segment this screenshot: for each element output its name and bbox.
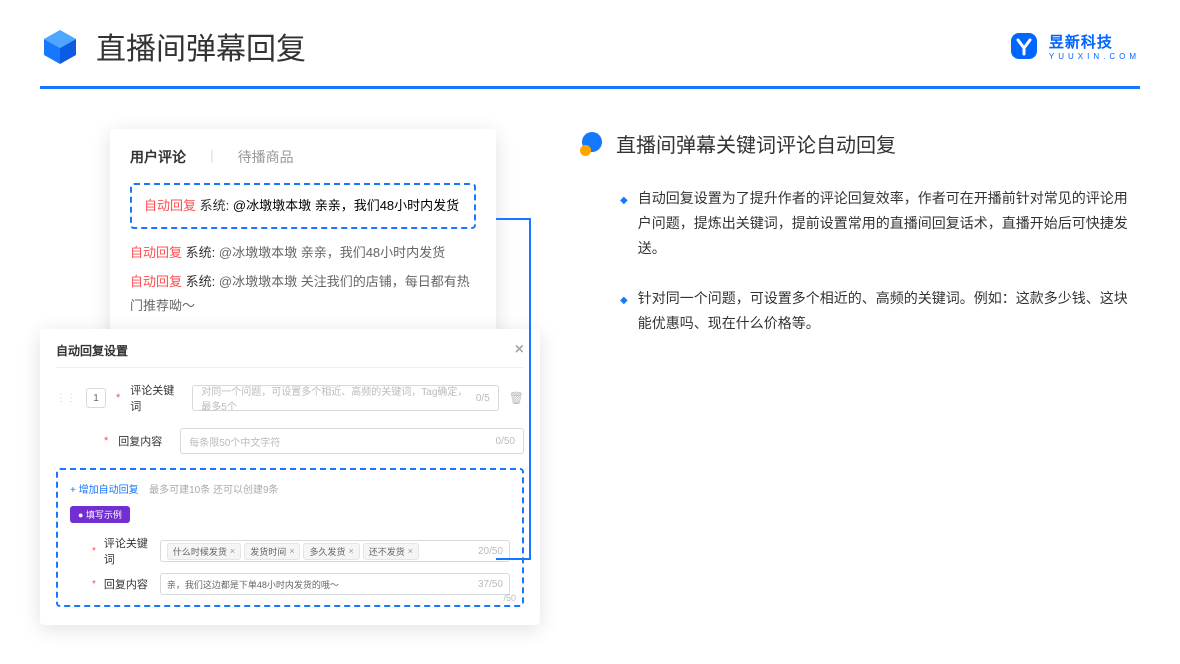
example-keyword-input[interactable]: 什么时候发货×发货时间×多久发货×还不发货× 20/50 <box>160 540 510 562</box>
tags: 什么时候发货×发货时间×多久发货×还不发货× <box>167 543 422 560</box>
tag-chip[interactable]: 多久发货× <box>303 543 359 560</box>
keyword-label: 评论关键词 <box>104 535 152 567</box>
settings-card: 自动回复设置 × ⋮⋮ 1 * 评论关键词 对同一个问题，可设置多个相近、高频的… <box>40 329 540 625</box>
tag-remove-icon[interactable]: × <box>289 546 294 556</box>
required-icon: * <box>92 546 96 557</box>
section-title-text: 直播间弹幕关键词评论自动回复 <box>616 129 896 158</box>
placeholder: 每条限50个中文字符 <box>189 434 280 449</box>
counter: 37/50 <box>478 579 503 590</box>
diamond-icon: ◆ <box>620 192 628 262</box>
comment-line: 自动回复 系统: @冰墩墩本墩 关注我们的店铺，每日都有热门推荐呦～ <box>130 268 476 321</box>
desc-text: 针对同一个问题，可设置多个相近的、高频的关键词。例如：这款多少钱、这块能优惠吗、… <box>638 286 1140 336</box>
trash-icon[interactable]: 🗑 <box>509 391 524 405</box>
header-left: 直播间弹幕回复 <box>40 24 306 68</box>
example-badge: ● 填写示例 <box>70 506 130 523</box>
desc-item: ◆ 自动回复设置为了提升作者的评论回复效率，作者可在开播前针对常见的评论用户问题… <box>620 186 1140 262</box>
auto-reply-tag: 自动回复 <box>144 198 196 213</box>
tag-remove-icon[interactable]: × <box>348 546 353 556</box>
drag-icon[interactable]: ⋮⋮ <box>56 393 76 404</box>
logo-cn: 昱新科技 <box>1049 31 1113 52</box>
tag-chip[interactable]: 发货时间× <box>244 543 300 560</box>
section-title: 直播间弹幕关键词评论自动回复 <box>580 129 1140 158</box>
example-keyword-row: * 评论关键词 什么时候发货×发货时间×多久发货×还不发货× 20/50 <box>92 535 510 567</box>
form-row-keyword: ⋮⋮ 1 * 评论关键词 对同一个问题，可设置多个相近、高频的关键词，Tag确定… <box>56 382 524 414</box>
desc-item: ◆ 针对同一个问题，可设置多个相近的、高频的关键词。例如：这款多少钱、这块能优惠… <box>620 286 1140 336</box>
comments-card: 用户评论 | 待播商品 自动回复 系统: @冰墩墩本墩 亲亲，我们48小时内发货… <box>110 129 496 351</box>
add-hint: 最多可建10条 还可以创建9条 <box>149 485 278 496</box>
desc-text: 自动回复设置为了提升作者的评论回复效率，作者可在开播前针对常见的评论用户问题，提… <box>638 186 1140 262</box>
system-tag: 系统: <box>200 198 230 213</box>
required-icon: * <box>92 579 96 590</box>
content-input[interactable]: 每条限50个中文字符 0/50 <box>180 428 524 454</box>
description-panel: 直播间弹幕关键词评论自动回复 ◆ 自动回复设置为了提升作者的评论回复效率，作者可… <box>580 129 1140 360</box>
form-row-content: * 回复内容 每条限50个中文字符 0/50 <box>104 428 524 454</box>
tag-chip[interactable]: 什么时候发货× <box>167 543 241 560</box>
auto-reply-tag: 自动回复 <box>130 245 182 260</box>
bubble-icon <box>580 132 604 156</box>
close-icon[interactable]: × <box>515 341 524 359</box>
required-icon: * <box>104 435 108 447</box>
page-title: 直播间弹幕回复 <box>96 24 306 68</box>
tag-remove-icon[interactable]: × <box>408 546 413 556</box>
counter: 0/50 <box>496 436 515 447</box>
tab-comments[interactable]: 用户评论 <box>130 147 186 167</box>
keyword-label: 评论关键词 <box>130 382 182 414</box>
counter: 20/50 <box>478 546 503 557</box>
highlighted-comment: 自动回复 系统: @冰墩墩本墩 亲亲，我们48小时内发货 <box>130 183 476 229</box>
keyword-input[interactable]: 对同一个问题，可设置多个相近、高频的关键词，Tag确定，最多5个 0/5 <box>192 385 498 411</box>
counter: 0/5 <box>476 393 490 404</box>
example-content-input[interactable]: 亲，我们这边都是下单48小时内发货的哦～ 37/50 <box>160 573 510 595</box>
screenshot-panel: 用户评论 | 待播商品 自动回复 系统: @冰墩墩本墩 亲亲，我们48小时内发货… <box>40 129 540 360</box>
required-icon: * <box>116 392 120 404</box>
cube-icon <box>40 26 80 66</box>
system-tag: 系统: <box>186 274 216 289</box>
comment-text: @冰墩墩本墩 亲亲，我们48小时内发货 <box>219 245 445 260</box>
tag-chip[interactable]: 还不发货× <box>363 543 419 560</box>
comment-text: @冰墩墩本墩 亲亲，我们48小时内发货 <box>233 198 459 213</box>
tab-separator: | <box>210 147 214 167</box>
content-label: 回复内容 <box>104 576 152 592</box>
item-number: 1 <box>86 388 106 408</box>
auto-reply-tag: 自动回复 <box>130 274 182 289</box>
example-text: 亲，我们这边都是下单48小时内发货的哦～ <box>167 578 339 591</box>
logo-en: YUUXIN.COM <box>1049 52 1140 61</box>
settings-title: 自动回复设置 <box>56 342 128 359</box>
placeholder: 对同一个问题，可设置多个相近、高频的关键词，Tag确定，最多5个 <box>201 383 476 413</box>
add-reply-link[interactable]: + 增加自动回复 <box>70 485 139 496</box>
tag-remove-icon[interactable]: × <box>230 546 235 556</box>
settings-header: 自动回复设置 × <box>56 341 524 368</box>
example-panel: + 增加自动回复 最多可建10条 还可以创建9条 ● 填写示例 * 评论关键词 … <box>56 468 524 607</box>
tab-products[interactable]: 待播商品 <box>238 147 294 167</box>
system-tag: 系统: <box>186 245 216 260</box>
tabs: 用户评论 | 待播商品 <box>130 147 476 167</box>
stray-counter: /50 <box>503 593 516 603</box>
page-header: 直播间弹幕回复 昱新科技 YUUXIN.COM <box>0 0 1180 68</box>
comment-line: 自动回复 系统: @冰墩墩本墩 亲亲，我们48小时内发货 <box>130 239 476 268</box>
example-content-row: * 回复内容 亲，我们这边都是下单48小时内发货的哦～ 37/50 <box>92 573 510 595</box>
logo-icon <box>1009 31 1039 61</box>
brand-logo: 昱新科技 YUUXIN.COM <box>1009 31 1140 61</box>
diamond-icon: ◆ <box>620 292 628 336</box>
content-label: 回复内容 <box>118 433 170 449</box>
